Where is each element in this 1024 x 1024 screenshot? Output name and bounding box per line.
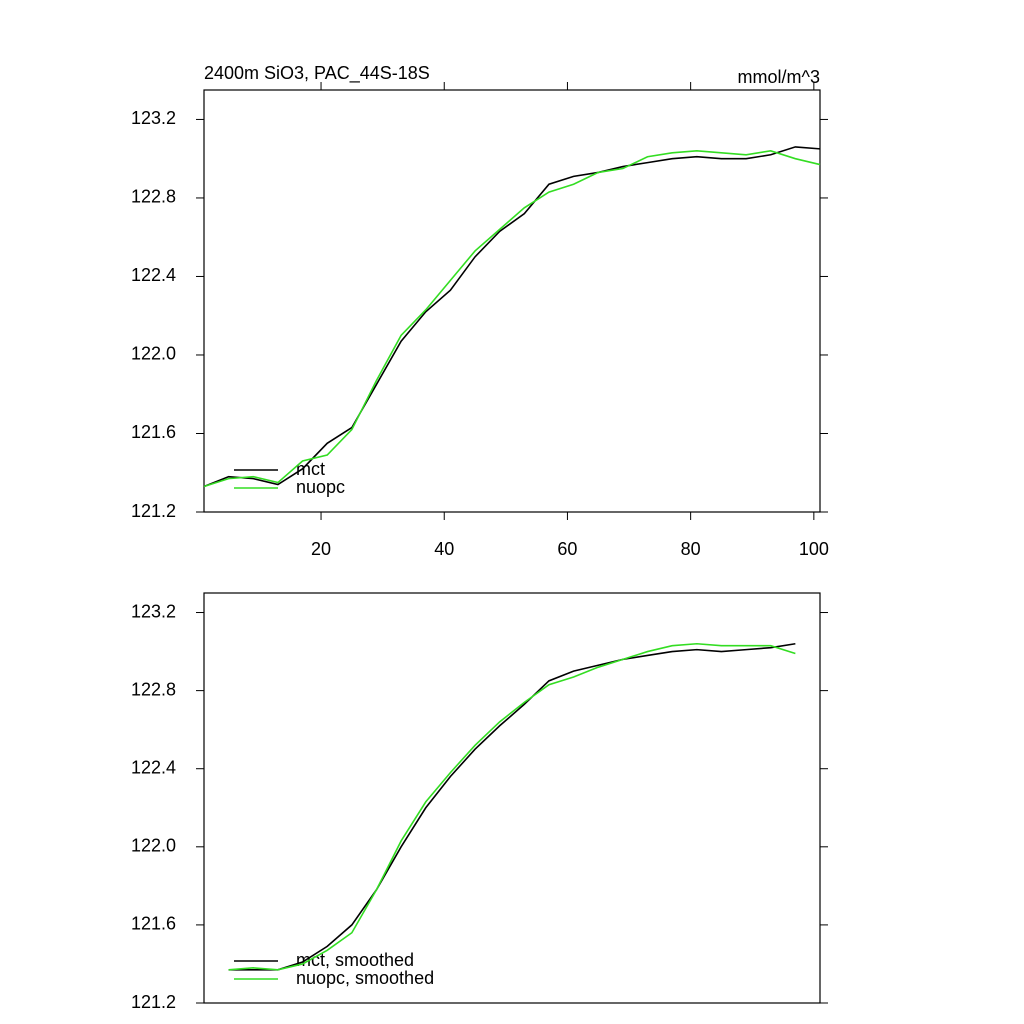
y-tick-label: 122.8: [131, 187, 176, 207]
x-tick-label: 80: [681, 539, 701, 559]
y-tick-label: 123.2: [131, 108, 176, 128]
y-tick-label: 122.0: [131, 344, 176, 364]
y-tick-label: 121.6: [131, 914, 176, 934]
y-tick-label: 122.0: [131, 836, 176, 856]
data-line: [228, 642, 796, 971]
y-tick-label: 121.2: [131, 501, 176, 521]
plot-frame: [203, 592, 821, 1004]
data-line: [228, 642, 796, 971]
x-tick-label: 20: [311, 539, 331, 559]
units-label: mmol/m^3: [738, 67, 820, 87]
legend-label: nuopc, smoothed: [296, 968, 434, 988]
legend-label: nuopc: [296, 477, 345, 497]
legend-label: mct, smoothed: [296, 950, 414, 970]
y-tick-label: 122.4: [131, 265, 176, 285]
chart-title: 2400m SiO3, PAC_44S-18S: [204, 63, 430, 84]
y-tick-label: 121.6: [131, 422, 176, 442]
y-tick-label: 122.8: [131, 679, 176, 699]
y-tick-label: 123.2: [131, 601, 176, 621]
x-tick-label: 40: [434, 539, 454, 559]
y-tick-label: 122.4: [131, 757, 176, 777]
x-tick-label: 100: [799, 539, 829, 559]
plot-frame: [203, 89, 821, 513]
y-tick-label: 121.2: [131, 992, 176, 1012]
legend-label: mct: [296, 459, 325, 479]
data-line: [203, 150, 821, 488]
data-line: [203, 146, 821, 488]
x-tick-label: 60: [557, 539, 577, 559]
